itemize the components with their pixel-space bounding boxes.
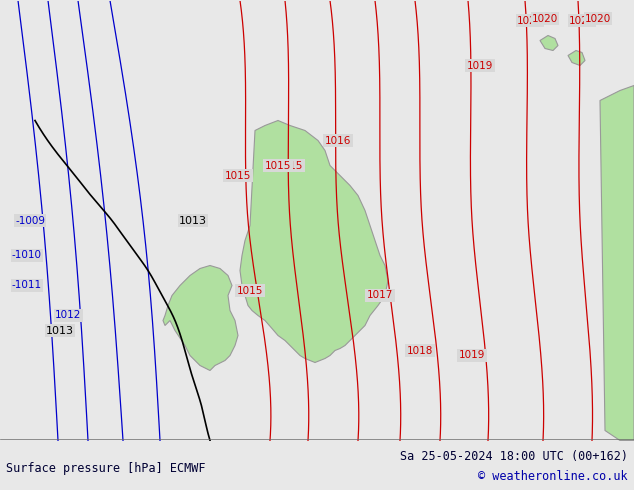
Text: 1015: 1015 bbox=[277, 161, 303, 171]
Text: 1018: 1018 bbox=[407, 345, 433, 356]
Text: 1013: 1013 bbox=[46, 325, 74, 336]
Text: 1015: 1015 bbox=[225, 171, 251, 180]
Polygon shape bbox=[163, 266, 238, 370]
Text: -1010: -1010 bbox=[12, 250, 42, 261]
Polygon shape bbox=[240, 121, 388, 363]
Text: 1012: 1012 bbox=[55, 311, 81, 320]
Text: -1009: -1009 bbox=[15, 216, 45, 225]
Text: 1015: 1015 bbox=[237, 286, 263, 295]
Text: © weatheronline.co.uk: © weatheronline.co.uk bbox=[478, 469, 628, 483]
Text: 1020: 1020 bbox=[532, 14, 558, 24]
Text: Surface pressure [hPa] ECMWF: Surface pressure [hPa] ECMWF bbox=[6, 462, 206, 475]
Text: -1011: -1011 bbox=[12, 280, 42, 291]
Text: 1020: 1020 bbox=[517, 16, 543, 25]
Text: 1019: 1019 bbox=[459, 350, 485, 361]
Polygon shape bbox=[568, 50, 585, 66]
Text: 1015: 1015 bbox=[265, 161, 291, 171]
Polygon shape bbox=[540, 35, 558, 50]
Text: 1020: 1020 bbox=[569, 16, 595, 25]
Text: 1020: 1020 bbox=[585, 14, 611, 24]
Text: 1013: 1013 bbox=[179, 216, 207, 225]
Text: Sa 25-05-2024 18:00 UTC (00+162): Sa 25-05-2024 18:00 UTC (00+162) bbox=[399, 450, 628, 463]
Text: 1016: 1016 bbox=[325, 136, 351, 146]
Text: 1019: 1019 bbox=[467, 60, 493, 71]
Polygon shape bbox=[600, 85, 634, 441]
Text: 1017: 1017 bbox=[367, 291, 393, 300]
